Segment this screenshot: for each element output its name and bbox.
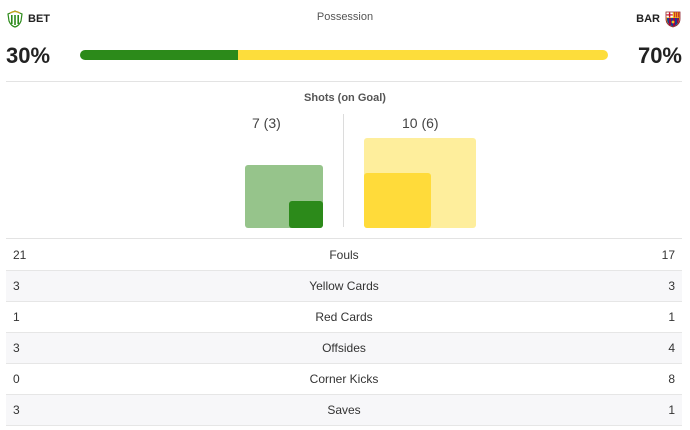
divider <box>6 81 682 82</box>
away-team[interactable]: BAR <box>636 10 682 28</box>
stat-away-value: 4 <box>668 341 675 355</box>
home-team[interactable]: BET <box>6 10 50 28</box>
possession-bar <box>80 50 608 60</box>
home-possession-percent: 30% <box>6 43 51 68</box>
stat-home-value: 3 <box>13 279 20 293</box>
stat-row-red-cards: 1 Red Cards 1 <box>6 302 682 333</box>
stat-home-value: 3 <box>13 403 20 417</box>
stats-table: 21 Fouls 17 3 Yellow Cards 3 1 Red Cards… <box>6 240 682 426</box>
stat-label: Yellow Cards <box>309 279 379 293</box>
away-shots-value: 10 (6) <box>402 115 439 131</box>
stat-label: Saves <box>327 403 361 417</box>
stat-home-value: 0 <box>13 372 20 386</box>
stat-row-offsides: 3 Offsides 4 <box>6 333 682 364</box>
shots-title: Shots (on Goal) <box>304 92 386 104</box>
away-team-abbr: BAR <box>636 13 660 25</box>
stat-home-value: 1 <box>13 310 20 324</box>
shots-separator <box>343 114 344 227</box>
stat-row-fouls: 21 Fouls 17 <box>6 240 682 271</box>
home-possession-fill <box>80 50 239 60</box>
away-possession-fill <box>238 50 608 60</box>
stat-away-value: 1 <box>668 310 675 324</box>
stat-home-value: 21 <box>13 248 27 262</box>
stat-row-corner-kicks: 0 Corner Kicks 8 <box>6 364 682 395</box>
stat-label: Fouls <box>329 248 359 262</box>
stat-row-yellow-cards: 3 Yellow Cards 3 <box>6 271 682 302</box>
possession-title: Possession <box>316 11 374 23</box>
stat-home-value: 3 <box>13 341 20 355</box>
stat-label: Offsides <box>322 341 366 355</box>
home-shots-on-goal-box <box>289 201 323 228</box>
stat-label: Red Cards <box>315 310 373 324</box>
away-shots-on-goal-box <box>364 173 431 228</box>
barcelona-crest-icon <box>665 11 681 28</box>
betis-crest-icon <box>7 10 23 28</box>
home-shots-value: 7 (3) <box>252 115 281 131</box>
stat-label: Corner Kicks <box>309 372 379 386</box>
away-possession-percent: 70% <box>637 43 682 68</box>
stat-away-value: 8 <box>668 372 675 386</box>
stat-away-value: 17 <box>661 248 675 262</box>
stat-away-value: 1 <box>668 403 675 417</box>
stat-away-value: 3 <box>668 279 675 293</box>
home-team-abbr: BET <box>28 13 50 25</box>
stat-row-saves: 3 Saves 1 <box>6 395 682 426</box>
divider <box>6 238 682 239</box>
